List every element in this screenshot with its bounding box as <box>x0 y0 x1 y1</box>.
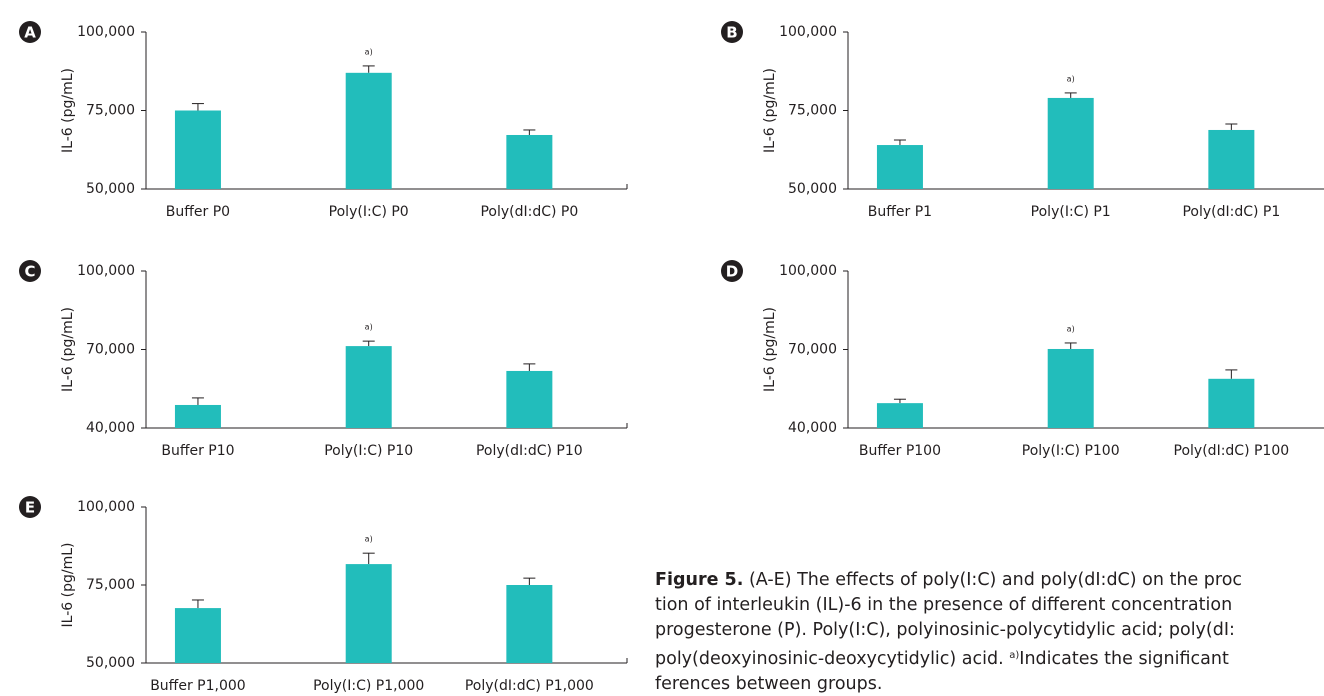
y-tick-label: 40,000 <box>86 420 135 436</box>
x-tick-label: Poly(dI:dC) P1 <box>1182 204 1280 220</box>
panel-letter: A <box>24 24 36 42</box>
panel: A IL-6 (pg/mL) 50,000 75,000 100,000 Buffer P… <box>19 21 628 220</box>
significance-label: a) <box>365 47 373 56</box>
bar <box>506 370 553 428</box>
significance-label: a) <box>365 535 373 544</box>
y-axis-label: IL-6 (pg/mL) <box>60 68 76 153</box>
caption-line: Figure 5. (A-E) The effects of poly(I:C)… <box>655 568 1324 593</box>
y-tick-label: 100,000 <box>77 499 135 515</box>
bar <box>174 110 221 189</box>
y-tick-label: 75,000 <box>86 577 135 593</box>
x-tick-label: Poly(dI:dC) P100 <box>1174 443 1290 459</box>
bar <box>1208 378 1255 428</box>
bar <box>345 564 392 663</box>
bar <box>876 145 923 189</box>
panel: E IL-6 (pg/mL) 50,000 75,000 100,000 Buffer P… <box>19 496 628 694</box>
y-tick-label: 100,000 <box>779 24 837 40</box>
panel: B IL-6 (pg/mL) 50,000 75,000 100,000 Buffer P… <box>721 21 1324 220</box>
panel: C IL-6 (pg/mL) 40,000 70,000 100,000 Buffer P… <box>19 260 628 459</box>
footnote-mark: a) <box>1009 650 1020 661</box>
bar <box>345 346 392 428</box>
bar <box>1208 129 1255 189</box>
y-tick-label: 40,000 <box>788 420 837 436</box>
panel-badge <box>721 260 743 282</box>
x-tick-label: Poly(dI:dC) P1,000 <box>465 678 594 694</box>
caption-line: ferences between groups. <box>655 674 883 694</box>
y-tick-label: 100,000 <box>77 263 135 279</box>
x-tick-label: Poly(I:C) P1,000 <box>313 678 424 694</box>
x-tick-label: Poly(I:C) P0 <box>329 204 409 220</box>
caption-line: progesterone (P). Poly(I:C), polyinosini… <box>655 620 1235 640</box>
significance-label: a) <box>1067 324 1075 333</box>
x-tick-label: Buffer P10 <box>161 443 234 459</box>
caption-text: poly(deoxyinosinic-deoxycytidylic) acid. <box>655 649 1010 669</box>
significance-label: a) <box>1067 74 1075 83</box>
x-tick-label: Buffer P100 <box>859 443 941 459</box>
caption-line: poly(deoxyinosinic-deoxycytidylic) acid.… <box>655 643 1324 672</box>
x-tick-label: Poly(I:C) P10 <box>324 443 413 459</box>
panel-letter: D <box>726 263 738 281</box>
bar <box>174 608 221 663</box>
y-tick-label: 75,000 <box>788 103 837 119</box>
x-tick-label: Poly(I:C) P1 <box>1031 204 1111 220</box>
bar <box>1047 97 1094 189</box>
x-tick-label: Buffer P0 <box>166 204 230 220</box>
x-tick-label: Poly(dI:dC) P0 <box>480 204 578 220</box>
y-tick-label: 50,000 <box>86 655 135 671</box>
x-tick-label: Poly(dI:dC) P10 <box>476 443 583 459</box>
y-axis-label: IL-6 (pg/mL) <box>60 543 76 628</box>
bar <box>174 404 221 428</box>
bar <box>345 72 392 189</box>
panel-letter: B <box>726 24 737 42</box>
bar <box>506 134 553 189</box>
y-axis-label: IL-6 (pg/mL) <box>762 307 778 392</box>
bar <box>506 585 553 663</box>
y-tick-label: 50,000 <box>788 181 837 197</box>
y-tick-label: 50,000 <box>86 181 135 197</box>
bar <box>1047 348 1094 428</box>
caption-label: Figure 5. <box>655 570 744 590</box>
y-axis-label: IL-6 (pg/mL) <box>60 307 76 392</box>
panel-letter: E <box>25 499 35 517</box>
y-tick-label: 70,000 <box>788 342 837 358</box>
y-tick-label: 100,000 <box>779 263 837 279</box>
panel-badge <box>721 21 743 43</box>
panel-badge <box>19 496 41 518</box>
x-tick-label: Poly(I:C) P100 <box>1022 443 1120 459</box>
y-tick-label: 100,000 <box>77 24 135 40</box>
caption: Figure 5. (A-E) The effects of poly(I:C)… <box>655 568 1324 696</box>
x-tick-label: Buffer P1,000 <box>150 678 245 694</box>
bar <box>876 403 923 428</box>
panel-badge <box>19 21 41 43</box>
caption-text: (A-E) The effects of poly(I:C) and poly(… <box>748 570 1243 590</box>
x-tick-label: Buffer P1 <box>868 204 932 220</box>
y-tick-label: 70,000 <box>86 342 135 358</box>
panel-badge <box>19 260 41 282</box>
y-axis-label: IL-6 (pg/mL) <box>762 68 778 153</box>
significance-label: a) <box>365 323 373 332</box>
caption-text: Indicates the significant <box>1019 649 1229 669</box>
caption-line: tion of interleukin (IL)-6 in the presen… <box>655 595 1233 615</box>
panel: D IL-6 (pg/mL) 40,000 70,000 100,000 Buffer P… <box>721 260 1324 459</box>
panel-letter: C <box>24 263 35 281</box>
y-tick-label: 75,000 <box>86 103 135 119</box>
